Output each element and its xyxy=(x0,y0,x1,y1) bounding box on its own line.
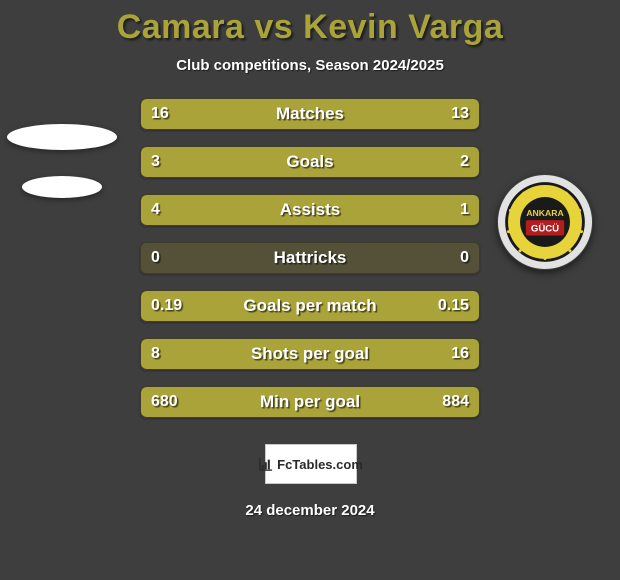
stat-label: Goals per match xyxy=(141,291,479,321)
stat-value-right: 0 xyxy=(460,243,469,273)
player1-avatar-placeholder xyxy=(7,124,117,150)
stat-value-right: 0.15 xyxy=(438,291,469,321)
svg-text:GÜCÜ: GÜCÜ xyxy=(531,224,559,235)
stat-value-right: 1 xyxy=(460,195,469,225)
stat-row: Goals3 2 xyxy=(140,146,480,178)
stats-container: Matches1613Goals32Assists41Hattricks00Go… xyxy=(140,98,480,418)
stat-value-left: 0 xyxy=(151,243,160,273)
page-date: 24 december 2024 xyxy=(0,502,620,519)
source-logo-text: FcTables.com xyxy=(277,457,363,472)
stat-value-left: 3 xyxy=(151,147,160,177)
stat-value-left: 680 xyxy=(151,387,178,417)
stat-row: Shots per goal8 16 xyxy=(140,338,480,370)
stat-value-right: 884 xyxy=(442,387,469,417)
stat-row: Matches16 13 xyxy=(140,98,480,130)
stat-value-left: 16 xyxy=(151,99,169,129)
stat-value-left: 0.19 xyxy=(151,291,182,321)
player2-club-crest: ANKARA GÜCÜ xyxy=(497,174,593,270)
stat-label: Assists xyxy=(141,195,479,225)
stat-value-right: 13 xyxy=(451,99,469,129)
stat-row: Goals per match0.19 0.15 xyxy=(140,290,480,322)
page-subtitle: Club competitions, Season 2024/2025 xyxy=(0,57,620,74)
stat-label: Shots per goal xyxy=(141,339,479,369)
player1-club-placeholder xyxy=(22,176,102,198)
stat-row: Hattricks0 0 xyxy=(140,242,480,274)
stat-row: Min per goal680 884 xyxy=(140,386,480,418)
stat-row: Assists4 1 xyxy=(140,194,480,226)
stat-value-left: 8 xyxy=(151,339,160,369)
stat-value-left: 4 xyxy=(151,195,160,225)
stat-label: Matches xyxy=(141,99,479,129)
stat-value-right: 16 xyxy=(451,339,469,369)
stat-label: Goals xyxy=(141,147,479,177)
stat-label: Min per goal xyxy=(141,387,479,417)
stat-value-right: 2 xyxy=(460,147,469,177)
svg-text:ANKARA: ANKARA xyxy=(526,208,563,218)
stat-label: Hattricks xyxy=(141,243,479,273)
page-title: Camara vs Kevin Varga xyxy=(0,0,620,47)
chart-icon xyxy=(259,457,273,471)
source-logo[interactable]: FcTables.com xyxy=(265,444,357,484)
